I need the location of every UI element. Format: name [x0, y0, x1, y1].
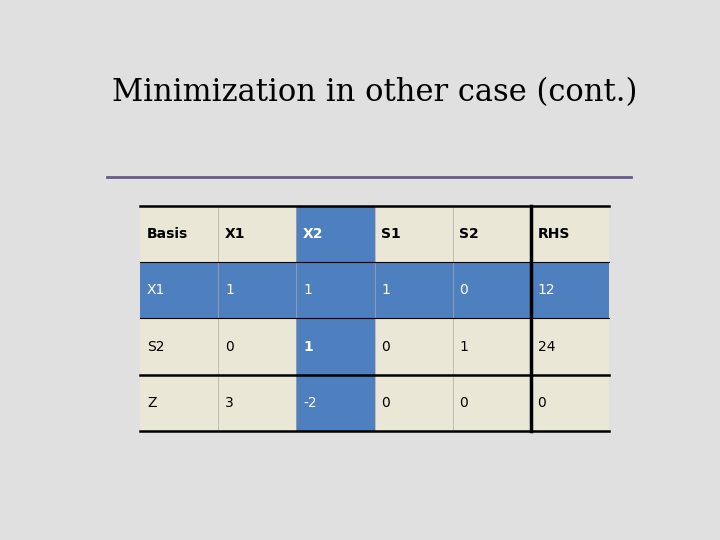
Text: Z: Z: [147, 396, 156, 410]
Bar: [218, 375, 297, 431]
Bar: [297, 319, 374, 375]
Bar: [374, 206, 453, 262]
Bar: [531, 375, 609, 431]
Bar: [531, 206, 609, 262]
Text: 12: 12: [538, 284, 555, 298]
Bar: [140, 319, 218, 375]
Text: 1: 1: [303, 340, 313, 354]
Bar: [453, 375, 531, 431]
Text: 0: 0: [382, 340, 390, 354]
Bar: [453, 206, 531, 262]
Bar: [453, 319, 531, 375]
Text: 0: 0: [459, 396, 468, 410]
Bar: [140, 375, 218, 431]
Text: X1: X1: [225, 227, 246, 241]
Bar: [218, 262, 297, 319]
Bar: [140, 262, 218, 319]
Bar: [218, 319, 297, 375]
Bar: [140, 206, 218, 262]
Text: S2: S2: [459, 227, 479, 241]
Text: 1: 1: [382, 284, 390, 298]
Bar: [531, 319, 609, 375]
Bar: [453, 262, 531, 319]
Bar: [531, 262, 609, 319]
Text: S1: S1: [382, 227, 401, 241]
Bar: [374, 319, 453, 375]
Text: Basis: Basis: [147, 227, 188, 241]
Text: 0: 0: [225, 340, 234, 354]
Text: 1: 1: [459, 340, 468, 354]
Text: Minimization in other case (cont.): Minimization in other case (cont.): [112, 77, 638, 109]
Bar: [218, 206, 297, 262]
Bar: [297, 206, 374, 262]
Text: 0: 0: [538, 396, 546, 410]
Text: X1: X1: [147, 284, 166, 298]
Text: RHS: RHS: [538, 227, 570, 241]
Text: 3: 3: [225, 396, 234, 410]
Text: X2: X2: [303, 227, 324, 241]
Bar: [374, 262, 453, 319]
Text: 0: 0: [459, 284, 468, 298]
Text: 0: 0: [382, 396, 390, 410]
Text: S2: S2: [147, 340, 164, 354]
Text: -2: -2: [303, 396, 317, 410]
Bar: [297, 375, 374, 431]
Text: 1: 1: [225, 284, 234, 298]
Text: 24: 24: [538, 340, 555, 354]
Text: 1: 1: [303, 284, 312, 298]
Bar: [374, 375, 453, 431]
Bar: [297, 262, 374, 319]
